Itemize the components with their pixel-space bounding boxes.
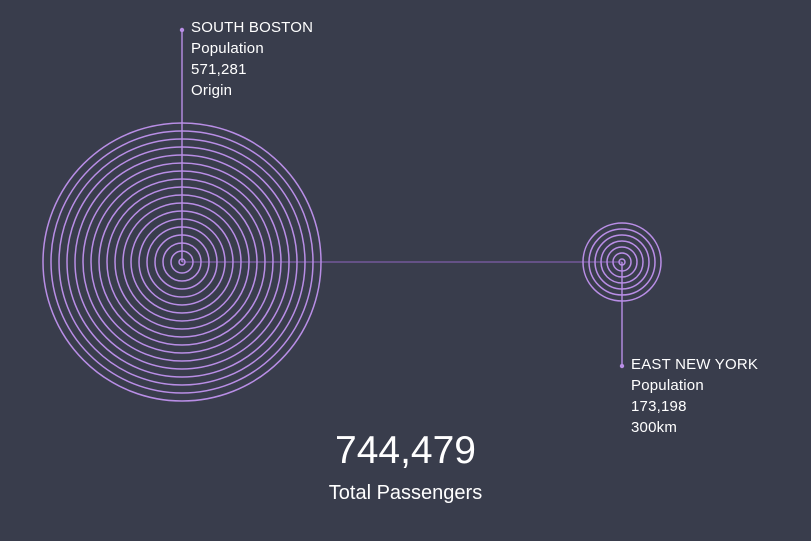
destination-ring-1 bbox=[618, 258, 626, 266]
destination-rings bbox=[582, 222, 662, 302]
origin-label: SOUTH BOSTON Population 571,281 Origin bbox=[191, 17, 313, 101]
origin-ring-9 bbox=[114, 194, 250, 330]
origin-ring-1 bbox=[178, 258, 186, 266]
origin-name: SOUTH BOSTON bbox=[191, 19, 314, 36]
destination-leader-dot bbox=[619, 363, 625, 369]
total-passengers-label: Total Passengers bbox=[328, 482, 483, 504]
origin-ring-13 bbox=[82, 162, 282, 362]
origin-ring-11 bbox=[98, 178, 266, 346]
destination-population-label: Population bbox=[631, 377, 704, 394]
origin-ring-3 bbox=[162, 242, 202, 282]
origin-ring-6 bbox=[138, 218, 226, 306]
origin-ring-16 bbox=[58, 138, 306, 386]
destination-label: EAST NEW YORK Population 173,198 300km bbox=[631, 354, 758, 438]
origin-population-value: 571,281 bbox=[191, 61, 247, 78]
destination-ring-7 bbox=[582, 222, 662, 302]
origin-ring-4 bbox=[154, 234, 210, 290]
origin-ring-8 bbox=[122, 202, 242, 322]
origin-ring-12 bbox=[90, 170, 274, 354]
destination-name: EAST NEW YORK bbox=[631, 356, 759, 373]
total-passengers-value: 744,479 bbox=[335, 429, 476, 472]
origin-ring-5 bbox=[146, 226, 218, 298]
origin-ring-10 bbox=[106, 186, 258, 338]
origin-ring-7 bbox=[130, 210, 234, 314]
origin-rings bbox=[42, 122, 322, 402]
destination-ring-2 bbox=[612, 252, 632, 272]
origin-role: Origin bbox=[191, 82, 233, 99]
origin-population-label: Population bbox=[191, 40, 264, 57]
origin-ring-17 bbox=[50, 130, 314, 394]
origin-leader-dot bbox=[179, 27, 185, 33]
destination-ring-4 bbox=[600, 240, 644, 284]
destination-ring-6 bbox=[588, 228, 656, 296]
destination-distance: 300km bbox=[631, 419, 678, 436]
origin-ring-2 bbox=[170, 250, 194, 274]
destination-population-value: 173,198 bbox=[631, 398, 687, 415]
origin-ring-15 bbox=[66, 146, 298, 378]
origin-ring-14 bbox=[74, 154, 290, 370]
destination-ring-5 bbox=[594, 234, 650, 290]
destination-ring-3 bbox=[606, 246, 638, 278]
origin-ring-18 bbox=[42, 122, 322, 402]
